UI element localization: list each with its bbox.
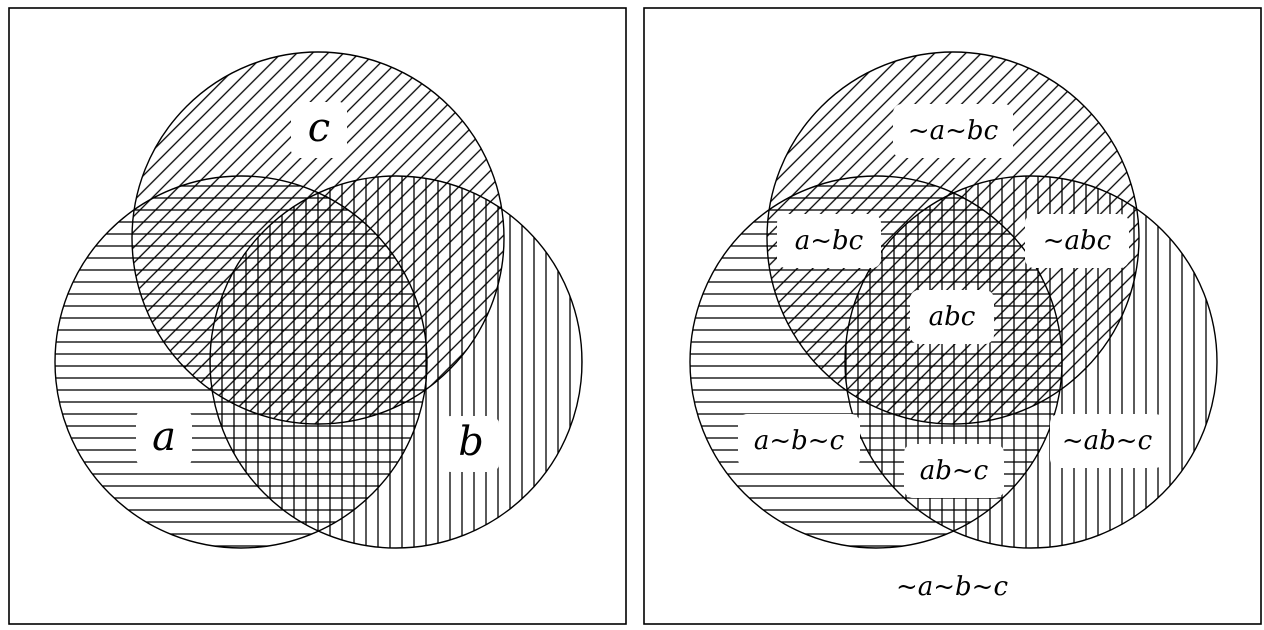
right-circle-a-outline — [689, 175, 1063, 549]
right-panel: ~a~bc a~bc ~abc abc a~b~c ab~c ~ab~c ~a~… — [643, 7, 1262, 625]
right-set-c-region — [767, 52, 1139, 424]
label-set-a: a — [152, 414, 176, 460]
right-panel-frame — [643, 7, 1262, 625]
region-label-a-not-b-c: a~bc — [795, 226, 864, 256]
right-set-c-hatch-fill — [767, 52, 1139, 424]
label-set-b: b — [458, 419, 484, 465]
region-label-backdrop — [1025, 214, 1129, 268]
circle-a-outline — [54, 175, 428, 549]
region-label-backdrop — [904, 444, 1004, 498]
region-label-a-b-not-c: ab~c — [920, 456, 989, 486]
region-label-not-a-b-not-c: ~ab~c — [1062, 426, 1153, 456]
region-label-backdrop — [1050, 414, 1164, 468]
right-circle-b-outline — [844, 175, 1218, 549]
circle-c-outline — [131, 51, 505, 425]
label-a-backdrop — [136, 410, 192, 466]
label-b-backdrop — [443, 416, 499, 472]
region-label-not-a-not-b-not-c: ~a~b~c — [896, 572, 1009, 602]
region-label-a-b-c: abc — [929, 302, 976, 332]
region-label-not-a-not-b-c: ~a~bc — [908, 116, 999, 146]
region-label-backdrop — [910, 290, 994, 344]
region-label-a-not-b-not-c: a~b~c — [754, 426, 845, 456]
set-c-region — [132, 52, 504, 424]
region-label-backdrop — [893, 104, 1013, 158]
region-label-backdrop — [886, 560, 1018, 614]
circle-b-outline — [209, 175, 583, 549]
left-panel-frame — [8, 7, 627, 625]
label-c-backdrop — [291, 102, 347, 158]
region-label-backdrop — [738, 414, 860, 468]
region-label-backdrop — [777, 214, 881, 268]
left-panel: a b c — [8, 7, 627, 625]
label-set-c: c — [308, 105, 330, 151]
right-circle-c-outline — [766, 51, 1140, 425]
set-c-hatch-fill — [132, 52, 504, 424]
region-label-not-a-b-c: ~abc — [1043, 226, 1112, 256]
